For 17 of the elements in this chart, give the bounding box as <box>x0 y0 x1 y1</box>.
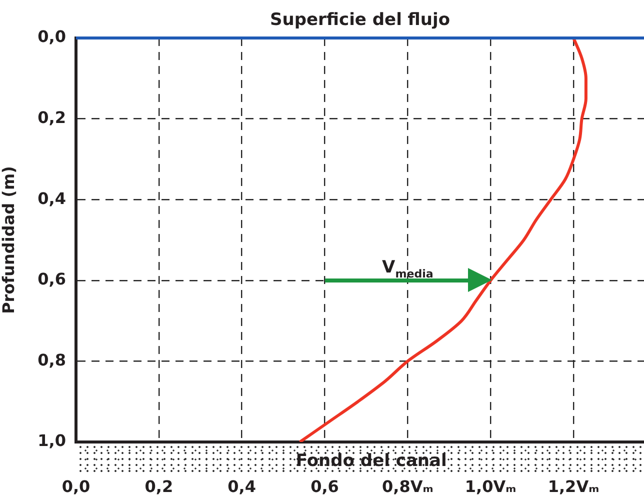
x-tick-label: 0,2 <box>144 476 174 496</box>
x-tick-label: 0,0 <box>62 476 90 496</box>
y-axis-title: Profundidad (m) <box>0 166 18 314</box>
x-tick-label: 0,8Vₘ <box>382 476 434 496</box>
ref-line-label: Superficie del flujo <box>270 10 450 30</box>
y-tick-label: 0,4 <box>38 188 66 208</box>
y-tick-label: 1,0 <box>38 431 66 450</box>
y-tick-label: 0,2 <box>38 108 66 127</box>
line-series <box>298 38 588 442</box>
y-tick-label: 0,0 <box>38 27 66 46</box>
y-tick-label: 0,6 <box>38 270 66 289</box>
x-tick-label: 1,0Vₘ <box>464 476 516 496</box>
y-tick-label: 0,8 <box>38 350 66 370</box>
x-tick-label: 1,2Vₘ <box>548 476 600 496</box>
x-tick-label: 0,4 <box>228 476 256 496</box>
x-tick-label: 0,6 <box>310 476 339 496</box>
text: Fondo del canal <box>296 451 447 471</box>
